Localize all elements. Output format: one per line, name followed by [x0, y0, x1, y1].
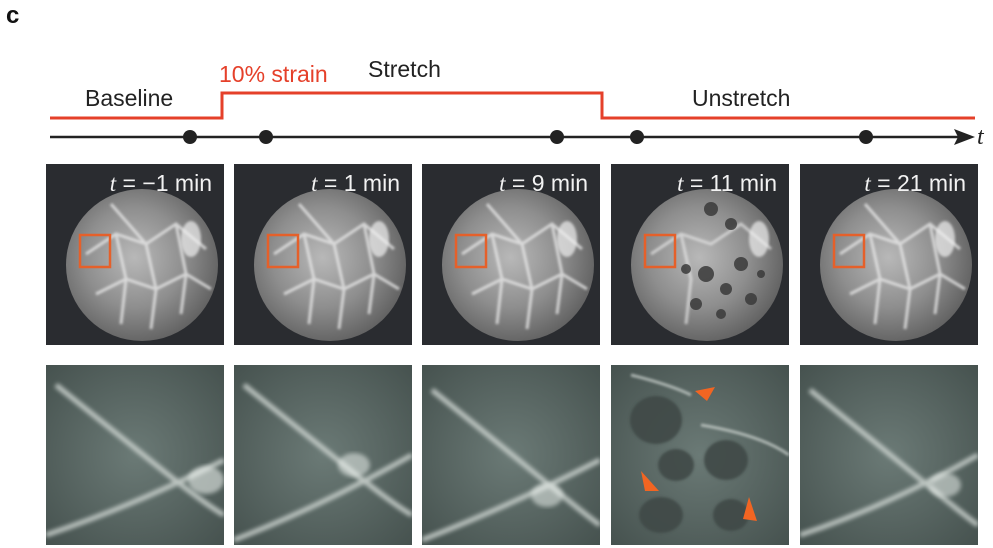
timeline	[50, 91, 975, 145]
arrowhead-marker-3	[743, 497, 757, 521]
timepoint-marker-2	[259, 130, 273, 144]
panel-letter: c	[6, 2, 20, 29]
zoom-image-frame-2	[234, 365, 412, 545]
timepoint-marker-5	[859, 130, 873, 144]
zoom-image-frame-3	[422, 365, 600, 545]
roi-box	[266, 233, 300, 269]
roi-box	[78, 233, 112, 269]
roi-box	[832, 233, 866, 269]
tissue-image-frame-3: t = 9 min	[422, 164, 600, 345]
time-axis-label: t	[977, 124, 984, 150]
timepoint-marker-4	[630, 130, 644, 144]
unstretch-label: Unstretch	[692, 85, 791, 111]
timepoint-marker-3	[550, 130, 564, 144]
time-label: t = 11 min	[677, 170, 777, 196]
arrowhead-marker-1	[695, 387, 715, 401]
zoom-image-frame-1	[46, 365, 224, 545]
time-label: t = 9 min	[499, 170, 588, 196]
time-axis-arrowhead	[954, 129, 975, 145]
time-label: t = 21 min	[864, 170, 966, 196]
strain-label: 10% strain	[219, 61, 328, 87]
zoom-image-frame-5	[800, 365, 978, 545]
tissue-image-frame-2: t = 1 min	[234, 164, 412, 345]
time-label: t = 1 min	[311, 170, 400, 196]
zoom-image-frame-4	[611, 365, 789, 545]
tissue-image-frame-5: t = 21 min	[800, 164, 978, 345]
arrowhead-marker-2	[641, 471, 659, 491]
tissue-image-frame-1: t = −1 min	[46, 164, 224, 345]
roi-box	[643, 233, 677, 269]
roi-box	[454, 233, 488, 269]
baseline-label: Baseline	[85, 85, 174, 111]
stretch-label: Stretch	[368, 56, 441, 82]
tissue-image-frame-4: t = 11 min	[611, 164, 789, 345]
time-label: t = −1 min	[109, 170, 212, 196]
timepoint-marker-1	[183, 130, 197, 144]
strain-profile-line	[50, 91, 975, 120]
